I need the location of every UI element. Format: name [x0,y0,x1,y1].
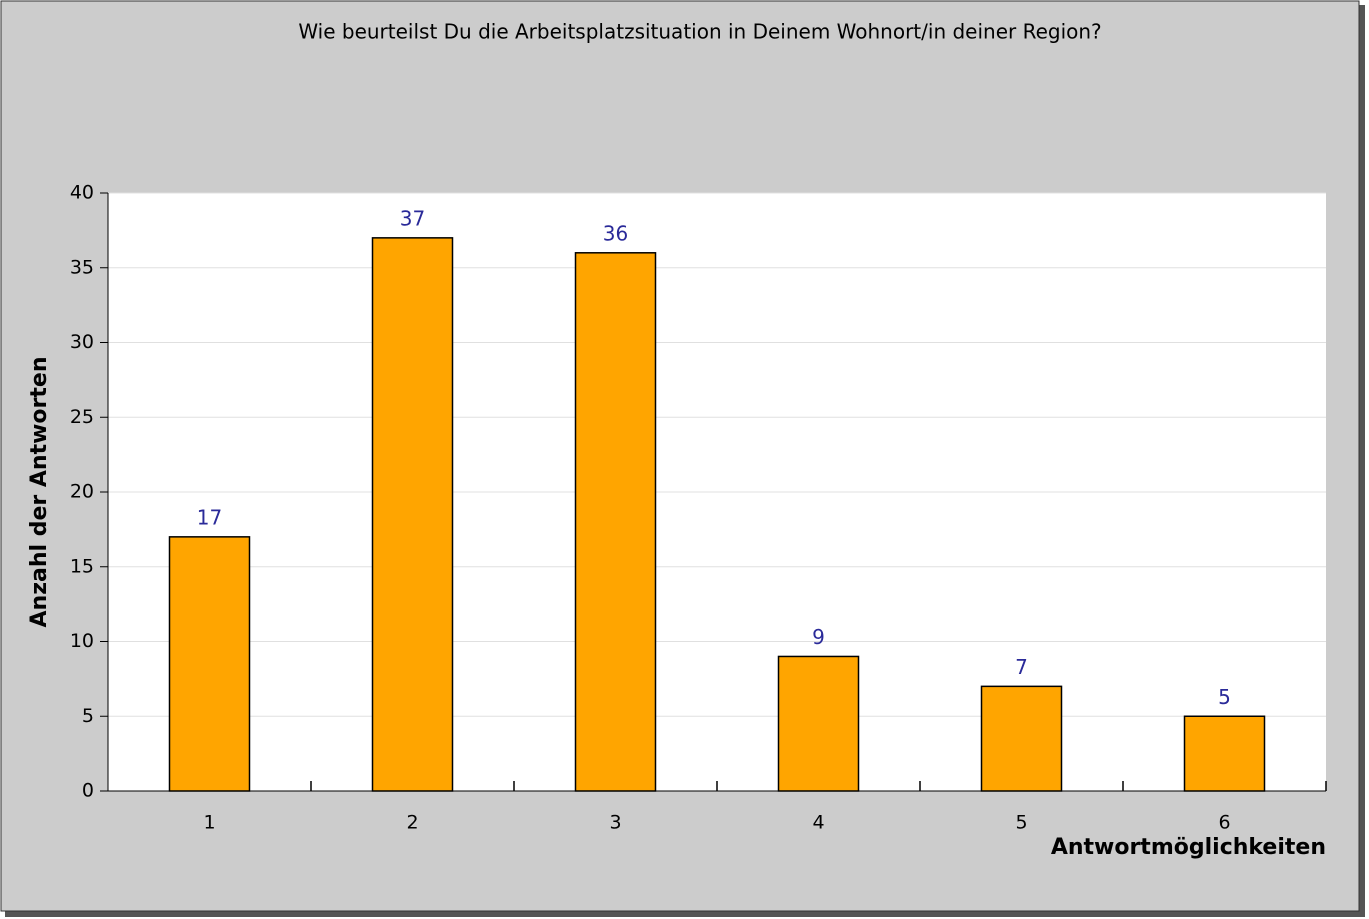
x-tick-label: 2 [406,812,418,834]
bar [1183,715,1266,792]
bar [980,685,1063,792]
value-label: 9 [812,625,825,649]
x-tick-label: 6 [1218,812,1230,834]
bar [168,536,251,792]
value-label: 17 [197,505,222,529]
y-tick-label: 5 [82,705,94,727]
y-tick-label: 15 [70,555,94,577]
y-tick-label: 0 [82,780,94,802]
y-tick-label: 30 [70,331,94,353]
y-axis-label: Anzahl der Antworten [27,357,52,628]
x-axis-label: Antwortmöglichkeiten [1051,835,1326,860]
y-tick-label: 35 [70,256,94,278]
bar [371,237,454,792]
x-tick-label: 5 [1015,812,1027,834]
value-label: 37 [400,206,425,230]
value-label: 7 [1015,655,1028,679]
x-tick-label: 4 [812,812,824,834]
bar [574,252,657,792]
y-tick-label: 20 [70,481,94,503]
y-tick-label: 10 [70,630,94,652]
value-label: 5 [1218,685,1231,709]
x-tick-label: 3 [609,812,621,834]
bar [777,655,860,792]
chart-title: Wie beurteilst Du die Arbeitsplatzsituat… [298,20,1101,44]
x-tick-label: 1 [203,812,215,834]
value-label: 36 [603,221,628,245]
y-tick-label: 40 [70,182,94,204]
y-tick-label: 25 [70,406,94,428]
